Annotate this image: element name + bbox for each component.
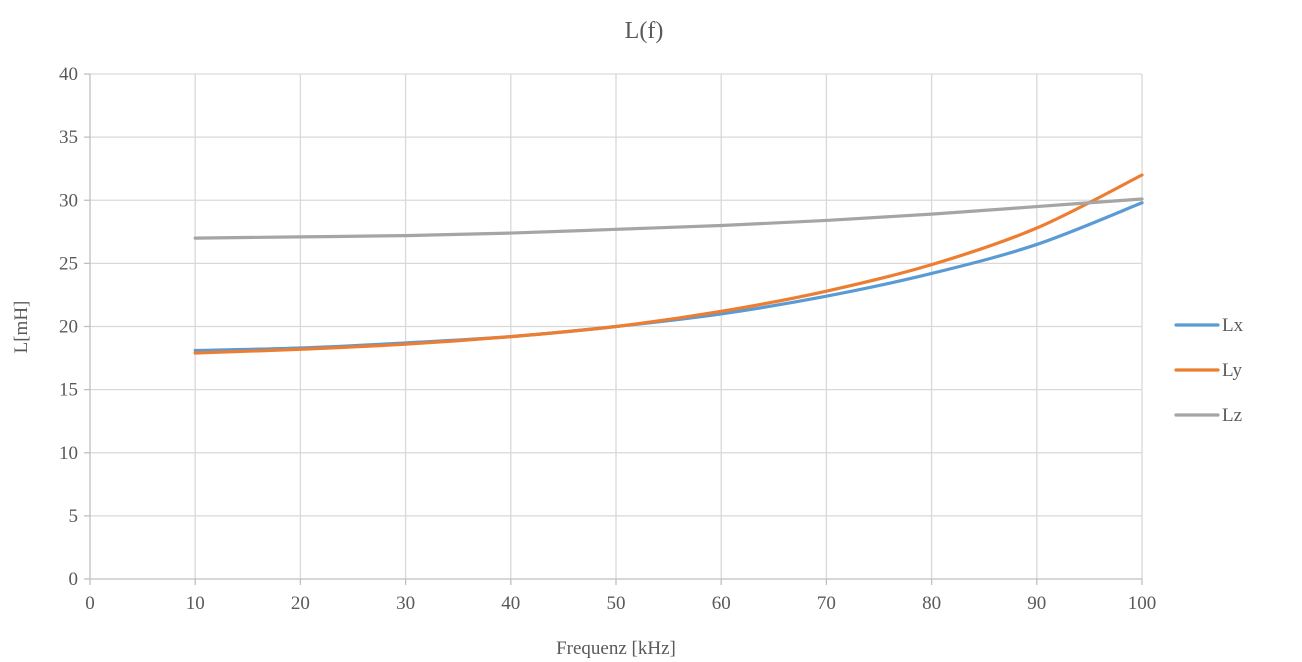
y-axis-title: L[mH] xyxy=(11,301,32,354)
y-tick-label: 5 xyxy=(69,506,79,527)
x-tick-label: 40 xyxy=(501,593,520,614)
x-tick-label: 50 xyxy=(607,593,626,614)
x-tick-label: 90 xyxy=(1027,593,1046,614)
legend-label-ly: Ly xyxy=(1222,360,1243,381)
series-line-lx xyxy=(193,201,1144,353)
x-tick-label: 100 xyxy=(1128,593,1157,614)
y-tick-label: 15 xyxy=(59,380,78,401)
x-tick-label: 20 xyxy=(291,593,310,614)
y-tick-label: 30 xyxy=(59,190,78,211)
x-tick-label: 30 xyxy=(396,593,415,614)
series-line-lz xyxy=(193,197,1144,240)
axes xyxy=(84,73,1143,585)
x-tick-label: 0 xyxy=(85,593,95,614)
x-tick-label: 10 xyxy=(186,593,205,614)
y-tick-label: 20 xyxy=(59,317,78,338)
y-tick-label: 35 xyxy=(59,127,78,148)
x-tick-label: 80 xyxy=(922,593,941,614)
tick-labels: 0 5 10 15 20 25 30 35 40 0 10 20 30 40 50 60 70 80 90 100 xyxy=(59,64,1156,614)
legend-label-lx: Lx xyxy=(1222,315,1244,336)
chart-title: L(f) xyxy=(625,18,664,44)
x-tick-label: 70 xyxy=(817,593,836,614)
y-tick-label: 25 xyxy=(59,253,78,274)
series-line-ly xyxy=(193,173,1144,355)
y-tick-label: 0 xyxy=(69,569,79,590)
y-tick-label: 10 xyxy=(59,443,78,464)
series-lines xyxy=(193,173,1144,355)
x-axis-title: Frequenz [kHz] xyxy=(556,638,676,659)
legend-label-lz: Lz xyxy=(1222,405,1242,426)
legend: Lx Ly Lz xyxy=(1174,315,1244,426)
y-tick-label: 40 xyxy=(59,64,78,85)
x-tick-label: 60 xyxy=(712,593,731,614)
